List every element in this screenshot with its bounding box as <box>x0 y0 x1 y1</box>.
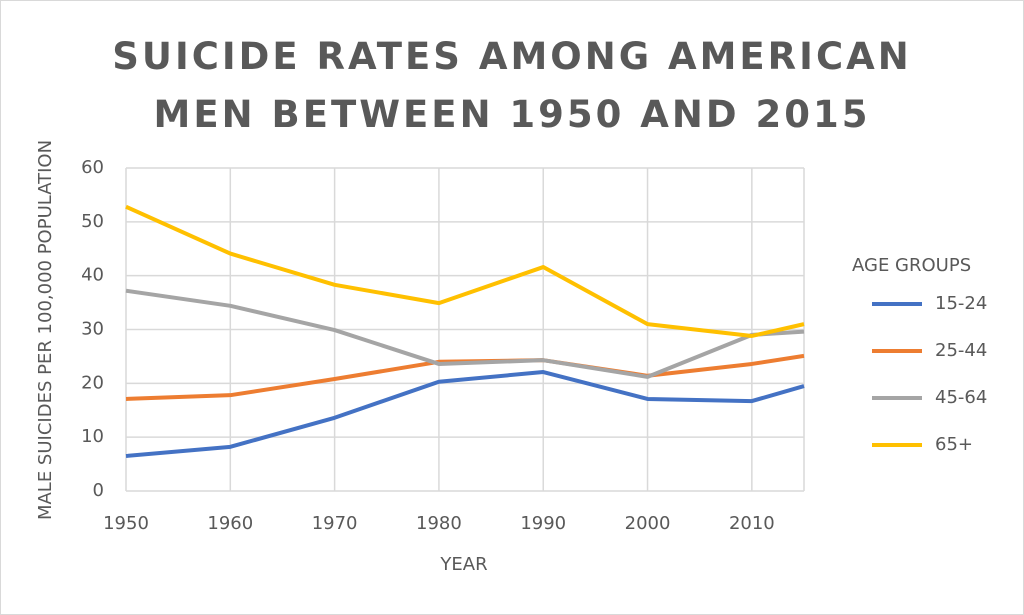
legend-label: 65+ <box>935 434 973 455</box>
x-tick-label: 1960 <box>207 513 253 534</box>
x-tick-label: 1980 <box>416 513 462 534</box>
legend-label: 45-64 <box>935 387 987 408</box>
y-axis-label: MALE SUICIDES PER 100,000 POPULATION <box>35 140 56 520</box>
chart-title: SUICIDE RATES AMONG AMERICAN MEN BETWEEN… <box>112 35 912 136</box>
series-line <box>125 204 805 338</box>
y-tick-label: 60 <box>81 157 104 178</box>
y-tick-label: 20 <box>81 372 104 393</box>
legend-label: 25-44 <box>935 340 987 361</box>
x-tick-label: 2000 <box>625 513 671 534</box>
y-tick-label: 50 <box>81 211 104 232</box>
y-tick-label: 40 <box>81 265 104 286</box>
series-line <box>125 370 805 459</box>
legend-title: AGE GROUPS <box>852 255 971 276</box>
y-tick-label: 0 <box>93 480 104 501</box>
y-tick-label: 30 <box>81 319 104 340</box>
y-tick-label: 10 <box>81 426 104 447</box>
x-axis-label: YEAR <box>439 554 487 575</box>
x-tick-label: 2010 <box>729 513 775 534</box>
x-tick-label: 1970 <box>312 513 358 534</box>
series-line <box>125 288 805 379</box>
x-tick-label: 1990 <box>520 513 566 534</box>
x-tick-label: 1950 <box>103 513 149 534</box>
legend-label: 15-24 <box>935 293 987 314</box>
